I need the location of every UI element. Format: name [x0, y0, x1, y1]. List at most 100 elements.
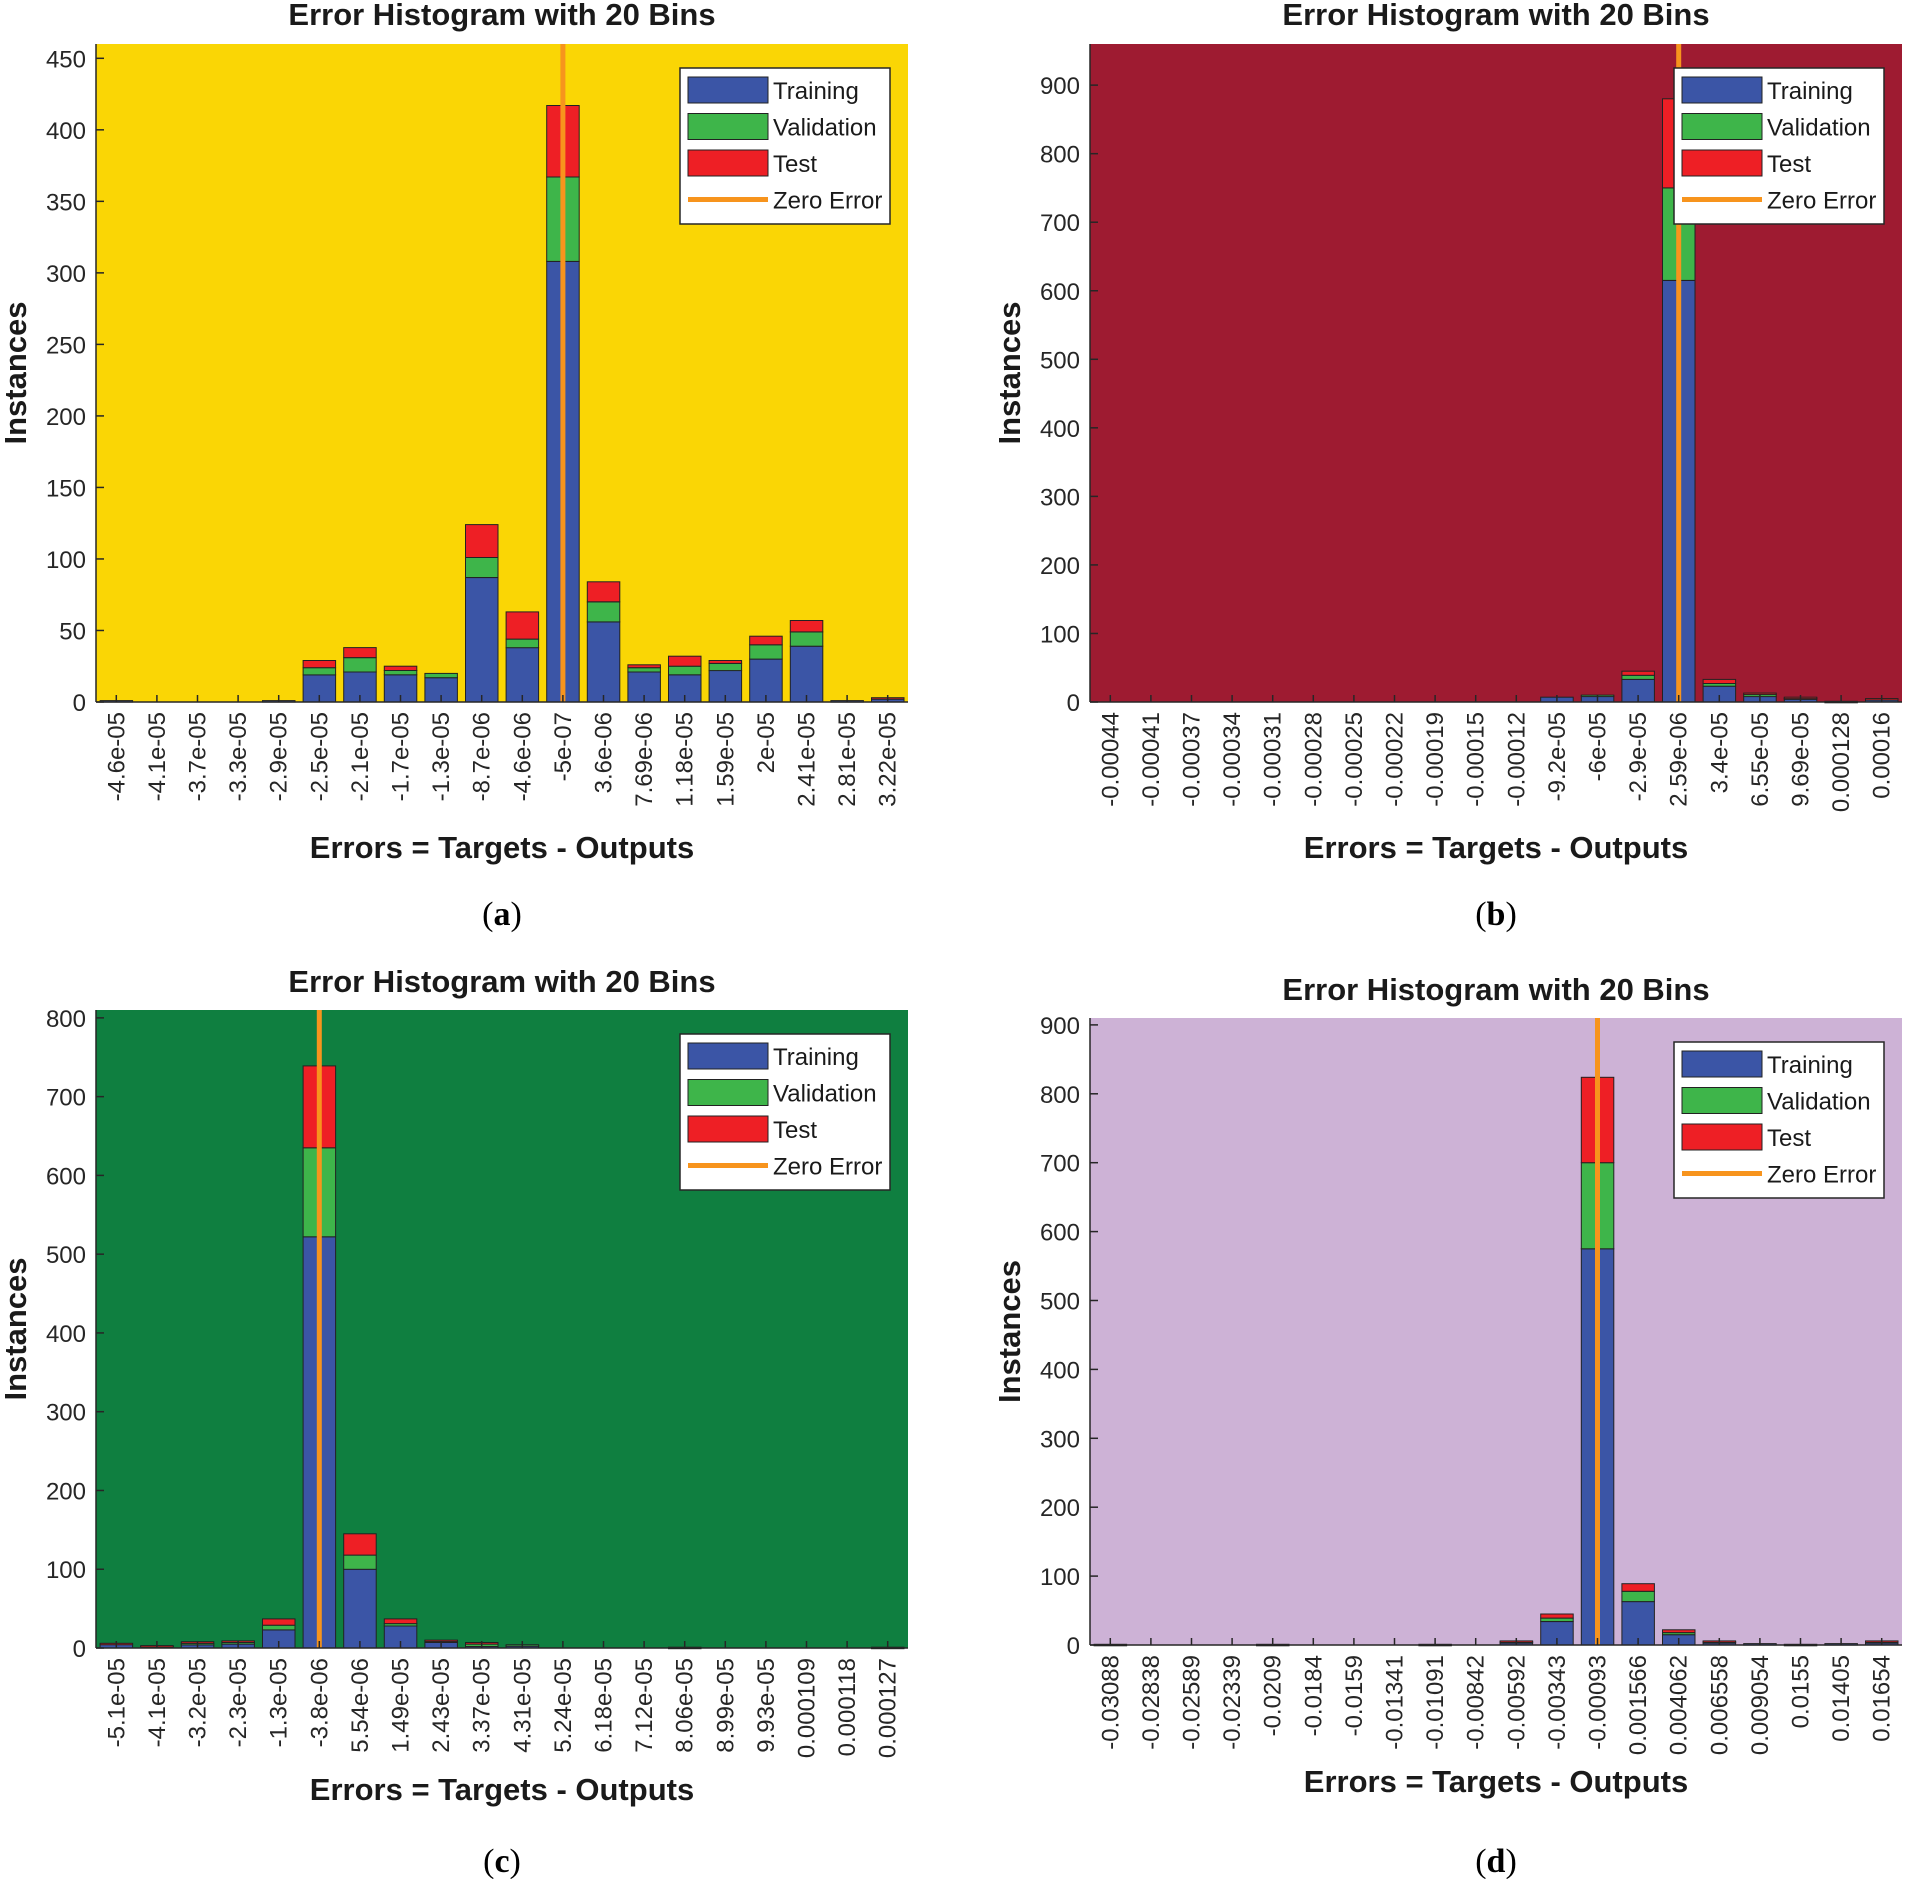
bar-test-15 — [708, 660, 743, 664]
y-tick-label: 100 — [1040, 621, 1080, 648]
y-tick-label: 100 — [1040, 1564, 1080, 1591]
bar-test-11 — [1540, 1613, 1574, 1619]
legend: Training Validation Test Zero Error — [1673, 1041, 1885, 1199]
y-axis-label: Instances — [992, 1260, 1027, 1403]
x-tick-label: -4.1e-05 — [144, 1658, 171, 1747]
y-tick-label: 0 — [73, 690, 86, 717]
x-tick-label: -0.00343 — [1544, 1655, 1571, 1750]
y-tick-label: 700 — [1040, 1151, 1080, 1178]
x-tick-label: 0.000109 — [794, 1658, 821, 1758]
bar-training-12 — [586, 621, 621, 703]
x-tick-label: -2.3e-05 — [225, 1658, 252, 1747]
y-tick-label: 500 — [1040, 1288, 1080, 1315]
x-tick-label: 0.000128 — [1828, 712, 1855, 812]
legend: Training Validation Test Zero Error — [1673, 67, 1885, 225]
x-tick-label: -0.03088 — [1097, 1655, 1124, 1750]
x-tick-label: -0.01341 — [1382, 1655, 1409, 1750]
bar-test-15 — [1702, 678, 1737, 685]
x-tick-label: 0.00016 — [1869, 712, 1896, 799]
x-tick-label: -4.6e-06 — [509, 712, 536, 801]
y-axis-label: Instances — [0, 1257, 33, 1400]
bar-test-14 — [1662, 1629, 1696, 1634]
x-tick-label: 2e-05 — [753, 712, 780, 773]
legend-label: Training — [773, 1044, 859, 1071]
legend-swatch-validation — [687, 1079, 769, 1106]
bar-validation-10 — [505, 638, 540, 649]
x-tick-label: 0.01654 — [1869, 1655, 1896, 1742]
bar-training-9 — [465, 577, 499, 703]
y-tick-label: 600 — [1040, 279, 1080, 306]
y-tick-label: 150 — [46, 475, 86, 502]
x-tick-label: 3.22e-05 — [875, 712, 902, 807]
bar-test-6 — [343, 1533, 377, 1556]
chart-panel-d: 0 100 200 300 400 500 600 700 800 900 -0.03088 -0.0… — [992, 972, 1902, 1879]
bar-test-9 — [465, 524, 499, 558]
x-tick-label: 3.6e-06 — [591, 712, 618, 793]
y-tick-label: 300 — [1040, 1426, 1080, 1453]
legend-label: Training — [1767, 1052, 1853, 1079]
x-tick-label: -9.2e-05 — [1544, 712, 1571, 801]
bar-test-12 — [586, 581, 621, 603]
y-tick-label: 600 — [46, 1163, 86, 1190]
legend: Training Validation Test Zero Error — [679, 67, 891, 225]
x-tick-label: 0.000118 — [834, 1658, 861, 1756]
x-tick-label: -0.00015 — [1463, 712, 1490, 807]
legend-swatch-training — [1681, 1050, 1763, 1078]
y-axis-label: Instances — [0, 301, 33, 444]
x-tick-label: -0.01091 — [1422, 1655, 1449, 1750]
chart-panel-b: 0 100 200 300 400 500 600 700 800 900 -0.00044 -0.0… — [992, 0, 1902, 933]
legend-swatch-validation — [687, 113, 769, 140]
x-tick-label: 0.0155 — [1788, 1655, 1815, 1728]
y-tick-label: 700 — [1040, 210, 1080, 237]
x-tick-label: 0.006558 — [1706, 1655, 1733, 1755]
x-tick-label: 9.69e-05 — [1788, 712, 1815, 807]
bar-test-16 — [1743, 692, 1777, 696]
x-tick-label: 6.18e-05 — [591, 1658, 618, 1753]
x-tick-label: 9.93e-05 — [753, 1658, 780, 1753]
x-tick-label: -0.00093 — [1585, 1655, 1612, 1750]
chart-title: Error Histogram with 20 Bins — [288, 964, 715, 999]
y-tick-label: 300 — [46, 261, 86, 288]
x-tick-label: -2.9e-05 — [1625, 712, 1652, 801]
legend-label: Zero Error — [1767, 1162, 1876, 1189]
chart-title: Error Histogram with 20 Bins — [288, 0, 715, 32]
bar-test-13 — [627, 664, 661, 669]
x-tick-label: 2.41e-05 — [794, 712, 821, 807]
x-tick-label: 0.01405 — [1828, 1655, 1855, 1742]
x-tick-label: 0.001566 — [1625, 1655, 1652, 1755]
x-tick-label: 0.004062 — [1666, 1655, 1693, 1755]
bar-validation-6 — [343, 657, 377, 673]
x-tick-label: 2.59e-06 — [1666, 712, 1693, 807]
x-axis-label: Errors = Targets - Outputs — [310, 1772, 694, 1807]
bar-test-17 — [789, 620, 824, 633]
chart-title: Error Histogram with 20 Bins — [1282, 972, 1709, 1007]
x-axis-label: Errors = Targets - Outputs — [1304, 830, 1688, 865]
bar-validation-6 — [343, 1554, 377, 1570]
x-tick-label: 1.59e-05 — [712, 712, 739, 807]
x-tick-label: -0.00044 — [1097, 712, 1124, 807]
x-tick-label: -0.00034 — [1219, 712, 1246, 807]
bar-validation-11 — [1540, 1617, 1574, 1622]
x-tick-label: -3.2e-05 — [185, 1658, 212, 1747]
x-tick-label: -4.1e-05 — [144, 712, 171, 801]
x-tick-label: 7.12e-05 — [631, 1658, 658, 1753]
y-tick-label: 900 — [1040, 1013, 1080, 1040]
x-tick-label: -0.00025 — [1341, 712, 1368, 807]
x-tick-label: -0.02589 — [1179, 1655, 1206, 1750]
x-tick-label: -0.00037 — [1179, 712, 1206, 807]
y-tick-label: 400 — [46, 1321, 86, 1348]
y-tick-label: 250 — [46, 332, 86, 359]
legend-label: Validation — [1767, 1089, 1871, 1116]
x-tick-label: 3.37e-05 — [469, 1658, 496, 1753]
y-tick-label: 600 — [1040, 1220, 1080, 1247]
x-tick-label: -2.5e-05 — [306, 712, 333, 801]
chart-panel-c: 0 100 200 300 400 500 600 700 800 -5.1e-05 -4.1e-0… — [0, 964, 908, 1879]
y-tick-label: 800 — [1040, 142, 1080, 169]
bar-test-7 — [383, 665, 418, 672]
chart-panel-a: 0 50 100 150 200 250 300 350 400 450 -4.6e-05 -4.1e… — [0, 0, 908, 933]
x-tick-label: -0.02838 — [1138, 1655, 1165, 1750]
bar-test-14 — [668, 655, 702, 667]
bar-validation-8 — [424, 672, 458, 679]
y-tick-label: 200 — [1040, 553, 1080, 580]
